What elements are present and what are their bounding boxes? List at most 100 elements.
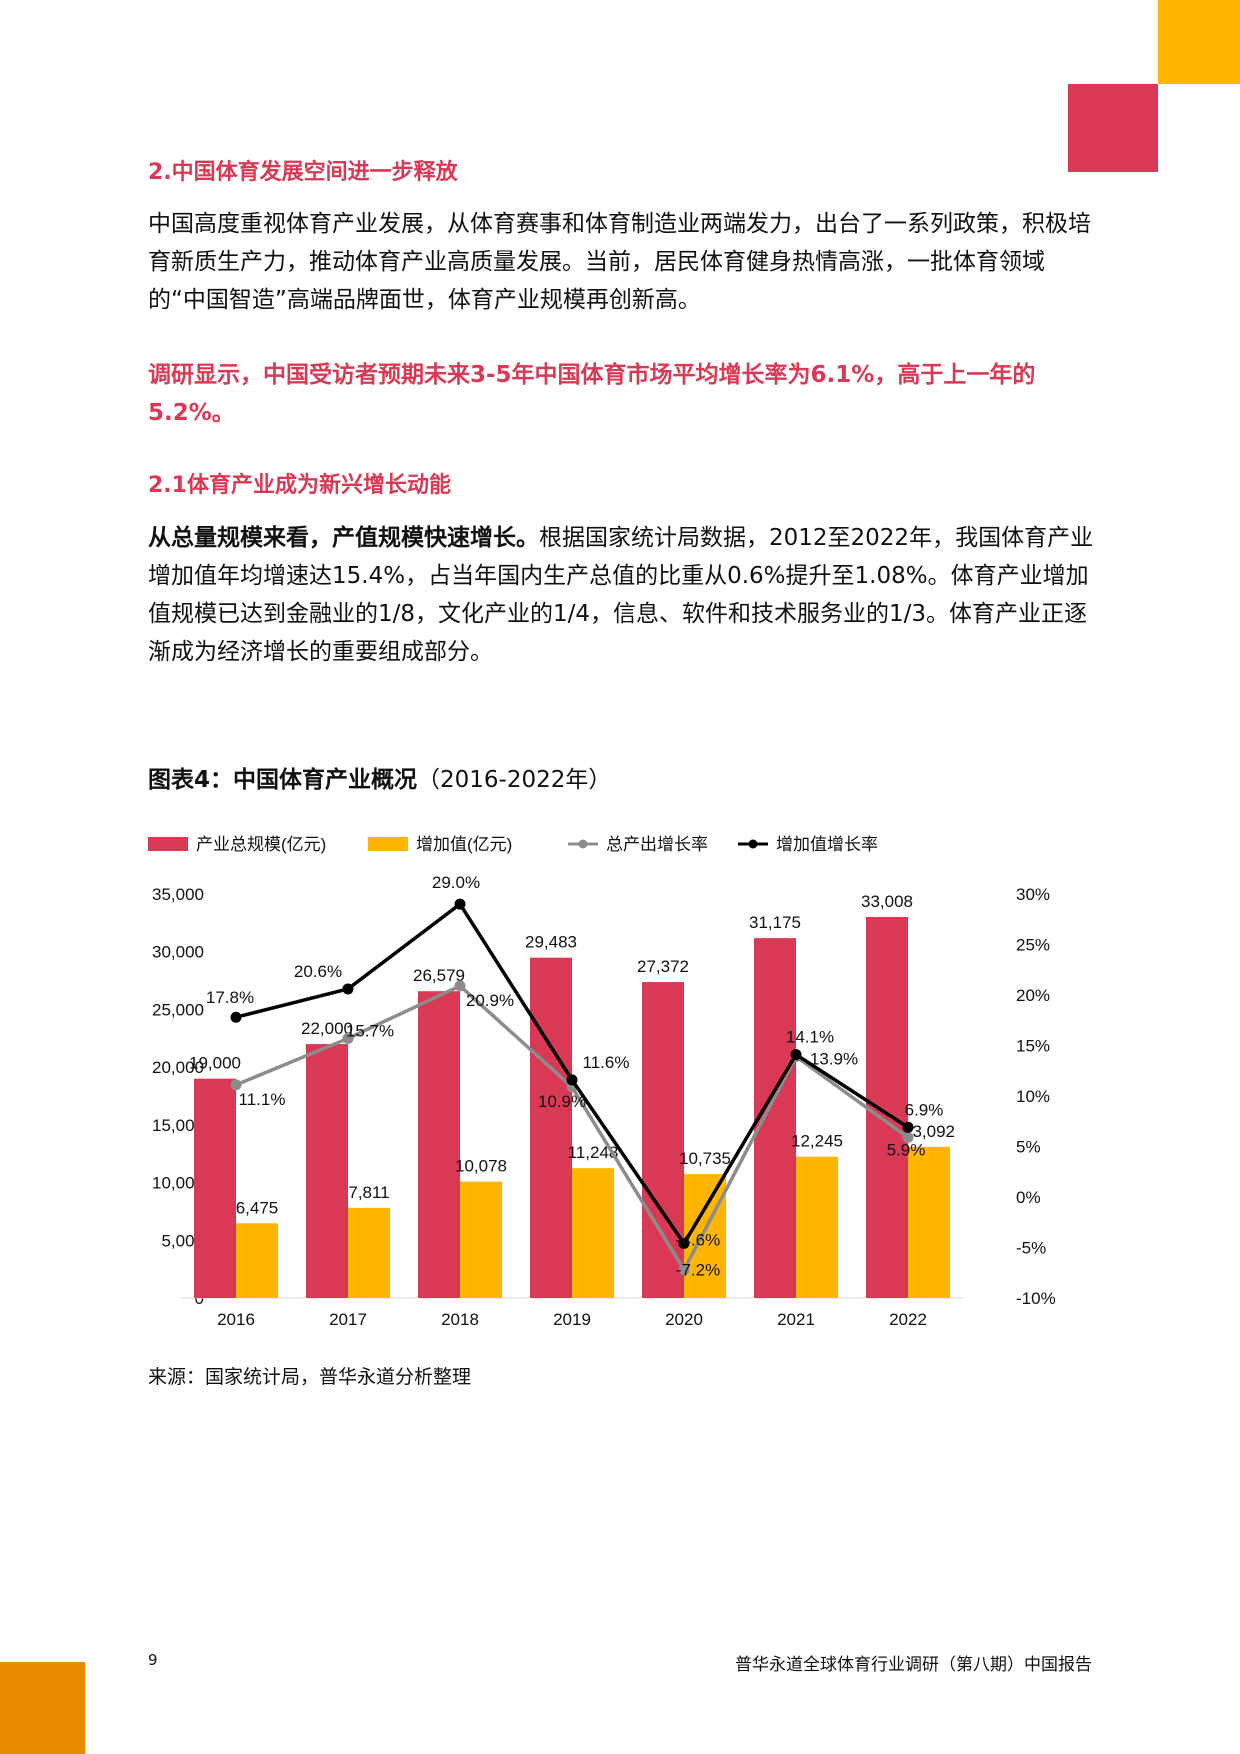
figure-title-range: （2016-2022年）: [417, 767, 612, 793]
legend-swatch-0: [148, 837, 188, 851]
y-right-tick-label: 30%: [1016, 885, 1050, 904]
highlight-paragraph: 调研显示，中国受访者预期未来3-5年中国体育市场平均增长率为6.1%，高于上一年…: [148, 362, 1036, 426]
bar-added-2017: [348, 1207, 390, 1298]
label-added-growth-2018: 29.0%: [432, 873, 480, 892]
legend-label-2: 总产出增长率: [606, 835, 708, 854]
y-right-tick-label: -10%: [1016, 1289, 1056, 1308]
point-added-growth-2016: [230, 1011, 242, 1023]
bar-added-2022: [908, 1146, 950, 1298]
label-added-2021: 12,245: [791, 1132, 843, 1151]
decorative-yellow-block: [1158, 0, 1240, 84]
label-output-growth-2022: 5.9%: [887, 1140, 926, 1159]
footer-title: 普华永道全球体育行业调研（第八期）中国报告: [735, 1655, 1092, 1675]
y-left-tick-label: 20,000: [152, 1058, 204, 1077]
label-total-2016: 19,000: [189, 1054, 241, 1073]
label-added-2018: 10,078: [455, 1157, 507, 1176]
label-output-growth-2018: 20.9%: [466, 991, 514, 1010]
label-added-2017: 7,811: [348, 1183, 389, 1202]
label-added-growth-2016: 17.8%: [206, 988, 254, 1007]
y-left-tick-label: 15,000: [152, 1116, 204, 1135]
y-left-tick-label: 25,000: [152, 1000, 204, 1019]
decorative-orange-block: [0, 1662, 85, 1754]
label-total-2020: 27,372: [637, 957, 689, 976]
point-added-growth-2017: [342, 983, 354, 995]
subsection-heading: 2.1体育产业成为新兴增长动能: [148, 473, 451, 498]
x-tick-label: 2018: [441, 1310, 479, 1329]
label-output-growth-2016: 11.1%: [239, 1090, 286, 1109]
body-paragraph-text: 根据国家统计局数据，2012至2022年，我国体育产业增加值年均增速达15.4%…: [148, 525, 1094, 665]
legend-label-3: 增加值增长率: [776, 835, 878, 854]
x-tick-label: 2021: [777, 1310, 815, 1329]
label-added-2019: 11,248: [568, 1143, 619, 1162]
figure-title: 图表4：中国体育产业概况（2016-2022年）: [148, 760, 611, 794]
label-output-growth-2017: 15.7%: [346, 1021, 394, 1040]
y-left-tick-label: 10,000: [152, 1174, 204, 1193]
x-tick-label: 2020: [665, 1310, 703, 1329]
point-added-growth-2021: [790, 1049, 802, 1061]
legend-label-0: 产业总规模(亿元): [196, 835, 326, 854]
label-total-2021: 31,175: [749, 913, 801, 932]
y-right-tick-label: 5%: [1016, 1138, 1041, 1157]
legend-label-1: 增加值(亿元): [416, 835, 512, 854]
y-left-tick-label: 30,000: [152, 943, 204, 962]
x-tick-label: 2017: [329, 1310, 367, 1329]
label-total-2019: 29,483: [525, 933, 577, 952]
point-added-growth-2022: [902, 1121, 914, 1133]
point-output-growth-2017: [342, 1032, 354, 1044]
bar-total-2019: [530, 957, 572, 1298]
point-added-growth-2020: [678, 1237, 690, 1249]
figure-title-main: 图表4：中国体育产业概况: [148, 767, 418, 793]
y-right-tick-label: 25%: [1016, 936, 1050, 955]
sports-industry-chart: 产业总规模(亿元) 增加值(亿元) 总产出增长率 增加值增长率 35,000 30,000…: [148, 835, 1056, 1329]
bar-added-2020: [684, 1174, 726, 1298]
page-number: 9: [148, 1651, 158, 1669]
legend-marker-2: [578, 839, 588, 849]
point-output-growth-2022: [902, 1131, 914, 1143]
bar-total-2018: [418, 991, 460, 1298]
bar-total-2016: [194, 1078, 236, 1298]
label-added-2016: 6,475: [236, 1198, 279, 1217]
legend-marker-3: [748, 839, 758, 849]
point-added-growth-2019: [566, 1074, 578, 1086]
bar-added-2018: [460, 1181, 502, 1298]
point-added-growth-2018: [454, 898, 466, 910]
label-total-2017: 22,000: [301, 1019, 353, 1038]
intro-paragraph: 中国高度重视体育产业发展，从体育赛事和体育制造业两端发力，出台了一系列政策，积极…: [148, 211, 1091, 313]
source-note: 来源：国家统计局，普华永道分析整理: [148, 1366, 472, 1388]
label-total-2018: 26,579: [413, 966, 465, 985]
bar-added-2021: [796, 1156, 838, 1298]
y-right-tick-label: 10%: [1016, 1087, 1050, 1106]
label-output-growth-2020: -7.2%: [676, 1261, 720, 1280]
bar-total-2021: [754, 938, 796, 1298]
x-tick-label: 2019: [553, 1310, 591, 1329]
label-added-growth-2022: 6.9%: [905, 1100, 944, 1119]
point-output-growth-2018: [454, 980, 466, 992]
x-tick-label: 2022: [889, 1310, 927, 1329]
body-paragraph: 从总量规模来看，产值规模快速增长。根据国家统计局数据，2012至2022年，我国…: [148, 519, 1098, 671]
bar-added-2016: [236, 1223, 278, 1298]
label-added-growth-2017: 20.6%: [294, 962, 342, 981]
point-output-growth-2016: [230, 1079, 242, 1091]
section-heading: 2.中国体育发展空间进一步释放: [148, 160, 458, 185]
y-left-tick-label: 35,000: [152, 885, 204, 904]
decorative-red-block: [1068, 84, 1158, 172]
x-tick-label: 2016: [217, 1310, 255, 1329]
y-right-tick-label: -5%: [1016, 1239, 1046, 1258]
bar-total-2017: [306, 1044, 348, 1298]
y-right-tick-label: 20%: [1016, 986, 1050, 1005]
bar-total-2022: [866, 916, 908, 1298]
y-left-tick-label: 5,000: [161, 1231, 204, 1250]
point-output-growth-2020: [678, 1264, 690, 1276]
legend-swatch-1: [368, 837, 408, 851]
label-output-growth-2019: 10.9%: [538, 1092, 586, 1111]
label-output-growth-2021: 13.9%: [810, 1050, 858, 1069]
label-added-2020: 10,735: [679, 1149, 731, 1168]
label-added-2022: 13,092: [903, 1122, 955, 1141]
label-added-growth-2020: -4.6%: [676, 1230, 720, 1249]
bar-total-2020: [642, 982, 684, 1298]
label-added-growth-2021: 14.1%: [786, 1028, 834, 1047]
label-added-growth-2019: 11.6%: [583, 1053, 630, 1072]
y-right-tick-label: 0%: [1016, 1188, 1041, 1207]
y-right-tick-label: 15%: [1016, 1037, 1050, 1056]
label-total-2022: 33,008: [861, 892, 913, 911]
